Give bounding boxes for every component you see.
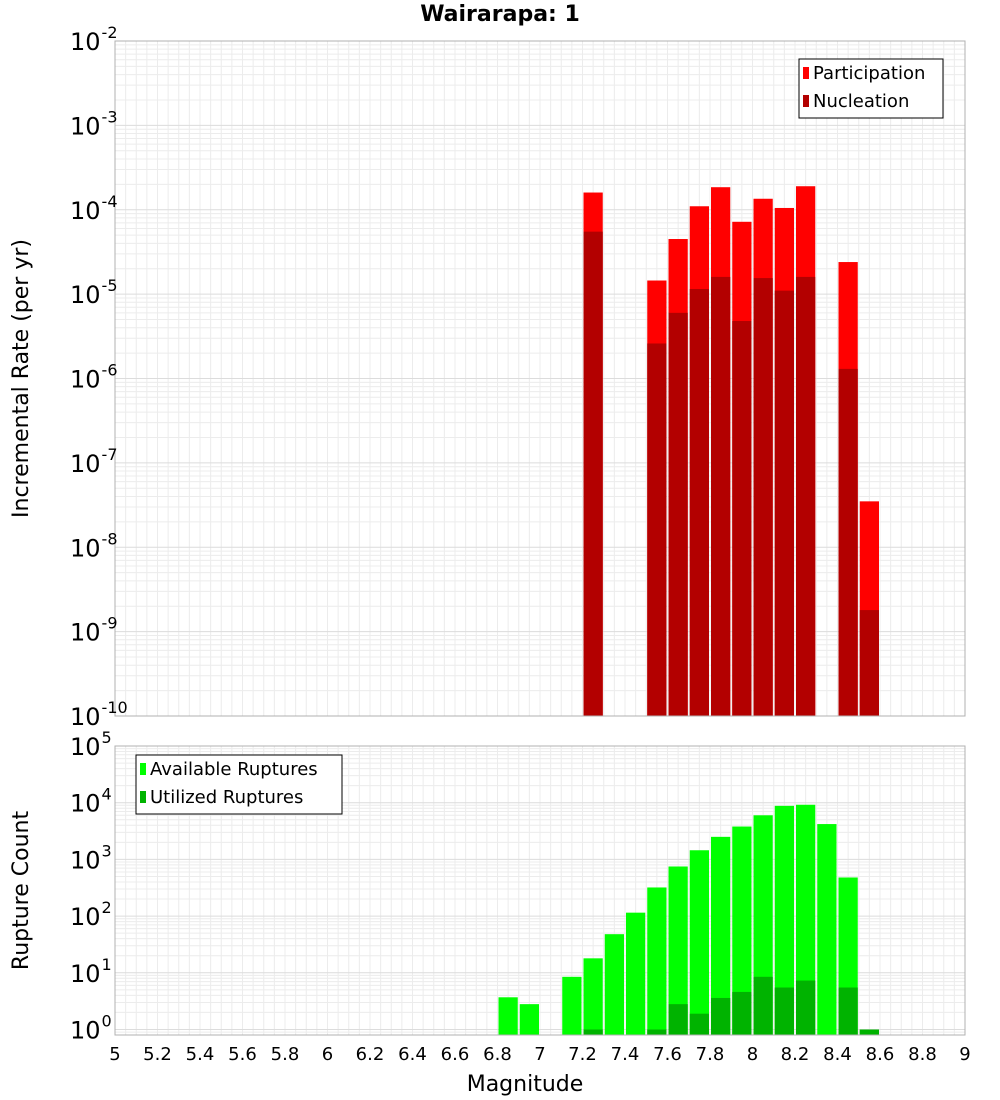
x-tick-label: 7.2 [568, 1044, 597, 1065]
count-bar [519, 1004, 539, 1035]
count-bar [689, 1013, 709, 1035]
count-bar [647, 1029, 667, 1035]
count-bar [859, 1029, 879, 1035]
count-bar [668, 1004, 688, 1035]
count-y-tick-label: 102 [70, 898, 112, 931]
x-tick-label: 8.2 [781, 1044, 810, 1065]
x-tick-label: 8.6 [866, 1044, 895, 1065]
count-bar [774, 805, 794, 1035]
count-y-tick-label: 104 [70, 785, 112, 818]
x-tick-label: 5.4 [186, 1044, 215, 1065]
count-series-1 [583, 976, 879, 1035]
count-bar [796, 804, 816, 1035]
rate-y-tick-label: 10-2 [70, 23, 118, 56]
chart-title: Wairarapa: 1 [420, 2, 580, 27]
x-tick-label: 7.8 [696, 1044, 725, 1065]
rate-y-tick-label: 10-10 [70, 698, 128, 731]
count-bar [668, 866, 688, 1035]
rate-legend-label: Participation [813, 63, 925, 84]
rate-y-tick-label: 10-5 [70, 276, 118, 309]
x-tick-label: 5 [109, 1044, 120, 1065]
rate-bar [668, 312, 688, 716]
x-tick-label: 7 [534, 1044, 545, 1065]
x-tick-label: 7.6 [653, 1044, 682, 1065]
rate-bar [583, 231, 603, 716]
count-y-tick-label: 105 [70, 728, 112, 761]
x-tick-label: 5.6 [228, 1044, 257, 1065]
x-tick-label: 6.6 [441, 1044, 470, 1065]
count-legend-swatch [140, 791, 146, 803]
count-bar [796, 980, 816, 1035]
count-bar [498, 997, 518, 1035]
rate-bar [859, 610, 879, 716]
rate-y-tick-label: 10-6 [70, 361, 118, 394]
x-tick-label: 8 [747, 1044, 758, 1065]
x-tick-label: 6.8 [483, 1044, 512, 1065]
x-tick-label: 8.4 [823, 1044, 852, 1065]
count-series-0 [498, 804, 879, 1035]
count-frame [114, 745, 966, 1036]
x-tick-label: 9 [959, 1044, 970, 1065]
x-tick-label: 6.2 [356, 1044, 385, 1065]
count-bar [817, 824, 837, 1035]
count-bar [732, 826, 752, 1035]
rate-legend-label: Nucleation [813, 91, 909, 112]
count-bar [604, 934, 624, 1035]
count-y-tick-label: 101 [70, 955, 112, 988]
x-tick-label: 5.2 [143, 1044, 172, 1065]
rate-legend-swatch [803, 67, 809, 79]
rate-bar [647, 343, 667, 716]
rate-frame [114, 40, 966, 717]
rate-bar [774, 290, 794, 716]
rate-legend-swatch [803, 95, 809, 107]
rate-y-tick-label: 10-8 [70, 529, 118, 562]
count-legend-box [135, 754, 343, 815]
count-bar [562, 976, 582, 1035]
count-bar [711, 997, 731, 1035]
rate-y-tick-label: 10-4 [70, 192, 118, 225]
count-bar [647, 887, 667, 1035]
count-bar [774, 987, 794, 1035]
count-bar [626, 912, 646, 1035]
count-bar [689, 850, 709, 1035]
rupture-count-chart: 100 101 102 103 104 105 Rupture Count Available… [9, 728, 971, 1097]
x-tick-label: 7.4 [611, 1044, 640, 1065]
rate-bar [838, 368, 858, 716]
count-legend-label: Available Ruptures [150, 759, 318, 780]
rate-y-axis-title: Incremental Rate (per yr) [9, 239, 34, 518]
rate-bar [689, 289, 709, 716]
count-bar [711, 836, 731, 1035]
count-legend-label: Utilized Ruptures [150, 787, 303, 808]
x-axis-title: Magnitude [467, 1072, 584, 1097]
x-tick-label: 6 [322, 1044, 333, 1065]
rate-y-tick-label: 10-9 [70, 614, 118, 647]
count-legend: Available Ruptures Utilized Ruptures [135, 754, 343, 815]
rate-legend: Participation Nucleation [798, 58, 944, 119]
count-y-axis-title: Rupture Count [9, 811, 34, 971]
rate-grid [114, 40, 966, 717]
rate-bar [753, 278, 773, 716]
count-y-tick-label: 100 [70, 1012, 112, 1045]
rate-chart: 10-10 10-9 10-8 10-7 10-6 10-5 10-4 10-3 10-2 Inc… [9, 23, 966, 731]
count-bar [753, 976, 773, 1035]
x-tick-label: 8.8 [908, 1044, 937, 1065]
x-tick-label: 5.8 [271, 1044, 300, 1065]
x-tick-label: 6.4 [398, 1044, 427, 1065]
count-legend-swatch [140, 763, 146, 775]
rate-bar [711, 276, 731, 716]
rate-series-1 [583, 231, 879, 716]
count-y-tick-label: 103 [70, 841, 112, 874]
rate-y-tick-label: 10-3 [70, 107, 118, 140]
rate-legend-box [798, 58, 944, 119]
rate-y-tick-label: 10-7 [70, 445, 118, 478]
count-bar [583, 1029, 603, 1035]
rate-bar [796, 276, 816, 716]
count-bar [583, 958, 603, 1035]
count-bar [838, 987, 858, 1035]
rate-bar [732, 321, 752, 716]
count-bar [732, 991, 752, 1035]
